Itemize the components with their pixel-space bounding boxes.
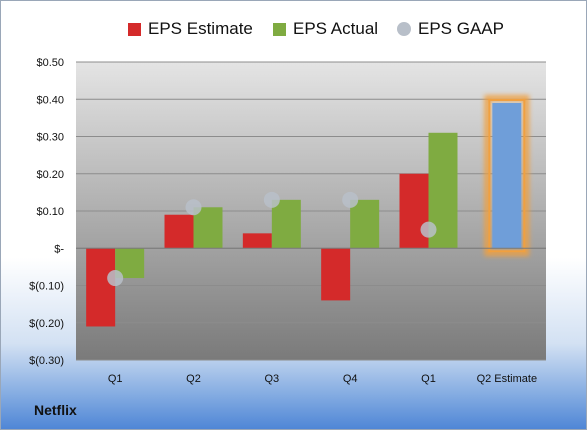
y-tick-label: $0.30 <box>36 132 64 144</box>
bar-q2-estimate <box>492 102 522 249</box>
highlight-glow <box>484 94 530 257</box>
point-eps-gaap <box>185 199 202 216</box>
bar-eps-estimate <box>399 173 429 249</box>
point-eps-gaap <box>420 221 437 238</box>
legend-label-estimate: EPS Estimate <box>148 19 253 38</box>
bar-eps-actual <box>271 199 301 249</box>
legend-item-eps-estimate: EPS Estimate <box>128 18 253 40</box>
legend-label-actual: EPS Actual <box>293 19 379 38</box>
y-tick-label: $0.40 <box>36 94 64 106</box>
y-tick-label: $(0.20) <box>29 318 64 330</box>
point-eps-gaap <box>342 191 359 208</box>
x-tick-label: Q1 <box>108 373 123 385</box>
y-tick-label: $(0.30) <box>29 355 64 367</box>
legend-item-eps-actual: EPS Actual <box>273 18 378 40</box>
point-eps-gaap <box>107 270 124 287</box>
y-tick-label: $0.10 <box>36 206 64 218</box>
bar-eps-actual <box>193 207 223 249</box>
y-tick-label: $(0.10) <box>29 281 64 293</box>
legend-swatch-actual <box>273 22 286 36</box>
bar-eps-estimate <box>242 233 272 249</box>
x-tick-label: Q1 <box>421 373 436 385</box>
bar-eps-estimate <box>164 214 194 249</box>
x-tick-label: Q2 <box>186 373 201 385</box>
x-tick-label: Q3 <box>264 373 279 385</box>
legend-item-eps-gaap: EPS GAAP <box>397 18 504 40</box>
highlight-border <box>488 98 526 253</box>
y-tick-label: $- <box>54 243 64 255</box>
legend-label-gaap: EPS GAAP <box>418 19 504 38</box>
x-tick-label: Q2 Estimate <box>477 373 538 385</box>
legend-swatch-estimate <box>128 22 141 36</box>
x-tick-label: Q4 <box>343 373 358 385</box>
bar-eps-estimate <box>86 248 116 327</box>
company-name: Netflix <box>34 402 77 418</box>
legend-swatch-gaap <box>397 22 411 36</box>
point-eps-gaap <box>263 191 280 208</box>
bar-eps-actual <box>350 199 380 249</box>
chart-legend: EPS Estimate EPS Actual EPS GAAP <box>0 18 587 40</box>
bar-eps-estimate <box>321 248 351 301</box>
y-tick-label: $0.20 <box>36 169 64 181</box>
y-tick-label: $0.50 <box>36 57 64 69</box>
